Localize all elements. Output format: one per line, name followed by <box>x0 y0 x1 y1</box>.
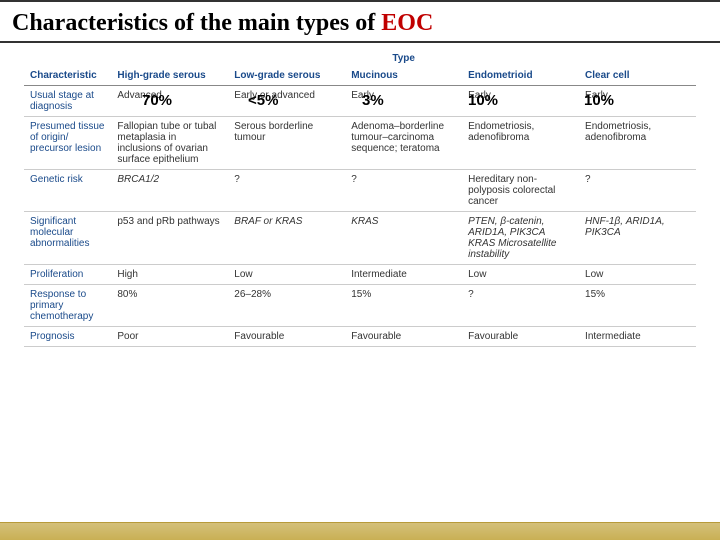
table-cell: Intermediate <box>345 265 462 285</box>
table-cell: High <box>111 265 228 285</box>
table-cell: Favourable <box>345 327 462 347</box>
characteristics-table: Type Characteristic High-grade serous Lo… <box>24 49 696 347</box>
table-cell: Poor <box>111 327 228 347</box>
table-cell: 15% <box>579 285 696 327</box>
col-header: Endometrioid <box>462 66 579 86</box>
table-cell: Adenoma–borderline tumour–carcinoma sequ… <box>345 117 462 170</box>
row-label: Proliferation <box>24 265 111 285</box>
table-row: Usual stage at diagnosisAdvancedEarly or… <box>24 86 696 117</box>
row-label: Presumed tissue of origin/ precursor les… <box>24 117 111 170</box>
table-cell: PTEN, β-catenin, ARID1A, PIK3CA KRAS Mic… <box>462 212 579 265</box>
table-cell: KRAS <box>345 212 462 265</box>
col-header: Low-grade serous <box>228 66 345 86</box>
row-label: Usual stage at diagnosis <box>24 86 111 117</box>
char-header: Characteristic <box>24 66 111 86</box>
table-row: PrognosisPoorFavourableFavourableFavoura… <box>24 327 696 347</box>
title-text: Characteristics of the main types of <box>12 10 381 36</box>
table-cell: 80% <box>111 285 228 327</box>
table-cell: Endometriosis, adenofibroma <box>579 117 696 170</box>
table-cell: Fallopian tube or tubal metaplasia in in… <box>111 117 228 170</box>
table-cell: Early <box>345 86 462 117</box>
table-cell: Early <box>462 86 579 117</box>
table-row: Significant molecular abnormalitiesp53 a… <box>24 212 696 265</box>
table-cell: Low <box>228 265 345 285</box>
table-cell: Low <box>579 265 696 285</box>
table-cell: Serous borderline tumour <box>228 117 345 170</box>
table-cell: Endometriosis, adenofibroma <box>462 117 579 170</box>
row-label: Response to primary chemotherapy <box>24 285 111 327</box>
table-cell: ? <box>228 170 345 212</box>
table-cell: Early <box>579 86 696 117</box>
table-cell: BRCA1/2 <box>111 170 228 212</box>
table-row: ProliferationHighLowIntermediateLowLow <box>24 265 696 285</box>
table-cell: Favourable <box>228 327 345 347</box>
table-cell: Low <box>462 265 579 285</box>
table-row: Presumed tissue of origin/ precursor les… <box>24 117 696 170</box>
col-header: Clear cell <box>579 66 696 86</box>
row-label: Genetic risk <box>24 170 111 212</box>
table-cell: p53 and pRb pathways <box>111 212 228 265</box>
table-cell: ? <box>579 170 696 212</box>
table-cell: ? <box>345 170 462 212</box>
table-cell: Hereditary non-polyposis colorectal canc… <box>462 170 579 212</box>
table-cell: 26–28% <box>228 285 345 327</box>
table-cell: Early or advanced <box>228 86 345 117</box>
table-cell: BRAF or KRAS <box>228 212 345 265</box>
col-header: High-grade serous <box>111 66 228 86</box>
table-cell: HNF-1β, ARID1A, PIK3CA <box>579 212 696 265</box>
col-header: Mucinous <box>345 66 462 86</box>
type-header: Type <box>111 49 696 66</box>
row-label: Significant molecular abnormalities <box>24 212 111 265</box>
table-row: Genetic riskBRCA1/2??Hereditary non-poly… <box>24 170 696 212</box>
page-title: Characteristics of the main types of EOC <box>12 10 708 37</box>
footer-decoration <box>0 522 720 540</box>
title-bar: Characteristics of the main types of EOC <box>0 0 720 43</box>
title-highlight: EOC <box>381 10 433 36</box>
table-cell: 15% <box>345 285 462 327</box>
table-cell: Favourable <box>462 327 579 347</box>
table-container: Type Characteristic High-grade serous Lo… <box>0 43 720 347</box>
row-label: Prognosis <box>24 327 111 347</box>
table-cell: Advanced <box>111 86 228 117</box>
table-row: Response to primary chemotherapy80%26–28… <box>24 285 696 327</box>
table-cell: ? <box>462 285 579 327</box>
table-cell: Intermediate <box>579 327 696 347</box>
